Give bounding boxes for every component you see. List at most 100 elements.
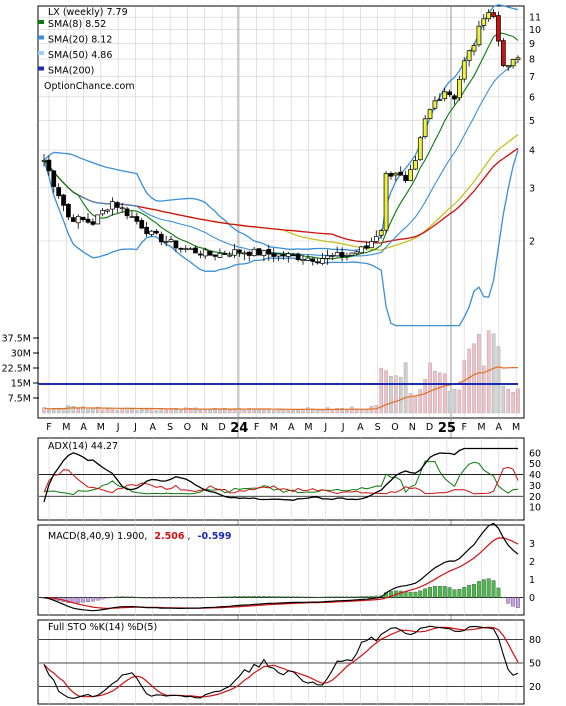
candle-body bbox=[505, 65, 511, 68]
macd-histogram-bar bbox=[90, 597, 95, 602]
candle-body bbox=[496, 15, 501, 42]
volume-bar bbox=[325, 407, 330, 414]
candle-body bbox=[124, 208, 130, 217]
legend-entry: SMA(50) 4.86 bbox=[48, 50, 112, 61]
macd-histogram-bar bbox=[217, 596, 222, 598]
legend-entry: SMA(200) bbox=[48, 66, 94, 77]
x-tick-label: M bbox=[477, 422, 485, 433]
candle-body bbox=[163, 241, 169, 243]
volume-bar bbox=[354, 409, 359, 414]
volume-bar bbox=[506, 388, 510, 414]
candle-body bbox=[66, 203, 71, 218]
candle-body bbox=[256, 248, 262, 256]
volume-bar bbox=[286, 410, 291, 414]
macd-histogram-bar bbox=[183, 597, 188, 599]
candle-body bbox=[364, 245, 369, 249]
macd-histogram-bar bbox=[139, 597, 144, 599]
x-tick-label: A bbox=[496, 422, 503, 433]
macd-histogram-bar bbox=[120, 596, 125, 598]
macd-histogram-bar bbox=[222, 596, 227, 598]
macd-histogram-bar bbox=[105, 597, 110, 599]
macd-histogram-bar bbox=[271, 596, 276, 598]
macd-histogram-bar bbox=[115, 596, 120, 598]
macd-histogram-bar bbox=[95, 597, 100, 601]
volume-bar bbox=[115, 410, 120, 414]
candle-body bbox=[383, 173, 389, 231]
candle-body bbox=[114, 202, 120, 208]
legend-entry: SMA(20) 8.12 bbox=[48, 35, 112, 46]
x-tick-label: A bbox=[150, 422, 157, 433]
macd-histogram-bar bbox=[164, 597, 169, 599]
x-tick-label: J bbox=[341, 422, 345, 433]
macd-histogram-bar bbox=[169, 597, 174, 599]
candle-body bbox=[295, 253, 301, 260]
candle-body bbox=[491, 12, 496, 17]
volume-bar bbox=[301, 410, 305, 414]
candle-body bbox=[232, 249, 237, 256]
adx-grid bbox=[39, 438, 523, 522]
macd-histogram-bar bbox=[86, 597, 90, 602]
volume-bar bbox=[408, 393, 413, 414]
macd-title-sep: , bbox=[187, 531, 190, 542]
macd-histogram-bar bbox=[437, 586, 442, 598]
macd-histogram-bar bbox=[506, 597, 511, 604]
candle-body bbox=[403, 175, 408, 182]
y-tick-label: 0 bbox=[529, 593, 535, 604]
macd-line bbox=[43, 522, 519, 612]
volume-bar bbox=[252, 408, 256, 414]
candle-body bbox=[300, 258, 306, 262]
macd-histogram-bar bbox=[193, 597, 198, 599]
volume-bar bbox=[96, 406, 100, 414]
volume-bar bbox=[418, 389, 423, 414]
volume-bar bbox=[379, 367, 383, 414]
macd-histogram-bar bbox=[476, 581, 481, 598]
macd-histogram-bar bbox=[472, 584, 476, 598]
macd-histogram-bar bbox=[110, 597, 115, 598]
candle-body bbox=[339, 252, 345, 258]
volume-bar bbox=[359, 409, 364, 414]
candle-body bbox=[75, 215, 81, 224]
macd-histogram-bar bbox=[359, 596, 364, 598]
price-tick-label: 5 bbox=[529, 116, 535, 127]
volume-bar bbox=[501, 385, 506, 414]
y-tick-label: 50 bbox=[529, 659, 541, 670]
macd-histogram-bar bbox=[320, 596, 325, 598]
volume-bar bbox=[105, 408, 110, 414]
volume-bar bbox=[71, 406, 76, 414]
candle-body bbox=[471, 45, 477, 52]
x-tick-label: O bbox=[184, 422, 191, 433]
candle-body bbox=[198, 253, 203, 256]
x-tick-label: J bbox=[116, 422, 120, 433]
candle-body bbox=[334, 252, 340, 257]
macd-histogram-bar bbox=[467, 585, 472, 598]
volume-bar bbox=[281, 409, 286, 414]
volume-bar bbox=[330, 409, 335, 414]
macd-histogram-bar bbox=[257, 596, 261, 598]
volume-bar bbox=[91, 408, 95, 414]
macd-histogram-bar bbox=[66, 597, 71, 603]
volume-tick-label: 30M bbox=[11, 349, 31, 360]
candle-body bbox=[281, 254, 286, 257]
candle-body bbox=[486, 12, 492, 20]
candle-body bbox=[310, 258, 316, 262]
macd-histogram-bar bbox=[232, 596, 237, 598]
price-tick-label: 3 bbox=[529, 183, 535, 194]
macd-histogram-bar bbox=[349, 596, 354, 598]
candle-body bbox=[154, 230, 159, 234]
price-tick-label: 2 bbox=[529, 237, 535, 248]
bollinger-lower bbox=[43, 149, 519, 327]
candle-body bbox=[510, 59, 516, 67]
macd-histogram-bar bbox=[315, 596, 320, 598]
macd-histogram-bar bbox=[491, 580, 496, 598]
candle-body bbox=[354, 251, 360, 254]
candle-body bbox=[393, 172, 399, 176]
y-tick-label: 20 bbox=[529, 682, 541, 693]
y-tick-label: 1 bbox=[529, 575, 535, 586]
candle-body bbox=[134, 216, 140, 222]
candle-body bbox=[90, 221, 96, 225]
candle-body bbox=[461, 60, 467, 80]
x-tick-label: M bbox=[304, 422, 312, 433]
